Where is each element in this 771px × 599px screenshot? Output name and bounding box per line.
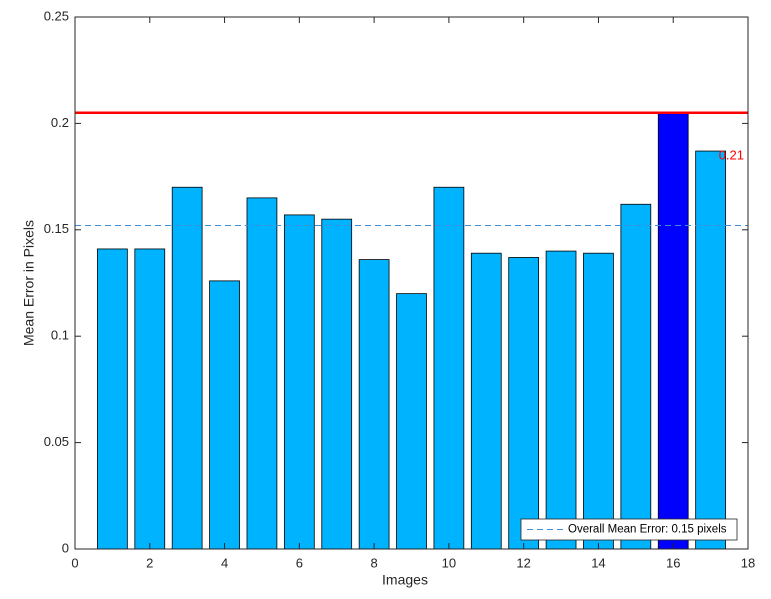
x-tick-label: 18 (741, 555, 755, 570)
legend-label: Overall Mean Error: 0.15 pixels (568, 524, 727, 536)
y-axis-label: Mean Error in Pixels (21, 220, 37, 346)
bar (508, 257, 540, 550)
bar (358, 259, 390, 550)
y-tick-label: 0.25 (44, 8, 69, 23)
y-tick-label: 0 (62, 540, 69, 555)
x-tick-label: 8 (370, 555, 377, 570)
bar (583, 252, 614, 550)
bar (695, 150, 726, 550)
y-tick-label: 0.2 (51, 115, 69, 130)
x-tick-label: 2 (146, 555, 153, 570)
max-label: 0.21 (719, 147, 744, 162)
x-axis-label: Images (382, 572, 428, 588)
legend-box (520, 518, 738, 541)
bar (620, 203, 652, 550)
x-tick-label: 0 (71, 555, 78, 570)
x-tick-label: 14 (591, 555, 605, 570)
y-tick-label: 0.15 (44, 221, 69, 236)
y-tick-label: 0.1 (51, 328, 69, 343)
bar (470, 252, 502, 550)
bar (97, 248, 128, 550)
bar (283, 214, 315, 550)
x-tick-label: 10 (442, 555, 456, 570)
axes-box (74, 16, 749, 550)
bar (134, 248, 166, 550)
x-tick-label: 12 (516, 555, 530, 570)
bar (657, 112, 689, 550)
bar (209, 280, 240, 550)
bar (396, 293, 427, 550)
bar (246, 197, 278, 550)
bar (171, 186, 203, 550)
bar (545, 250, 577, 550)
bar (433, 186, 465, 550)
x-tick-label: 6 (296, 555, 303, 570)
x-tick-label: 16 (666, 555, 680, 570)
x-tick-label: 4 (221, 555, 228, 570)
y-tick-label: 0.05 (44, 434, 69, 449)
bar (321, 218, 353, 550)
